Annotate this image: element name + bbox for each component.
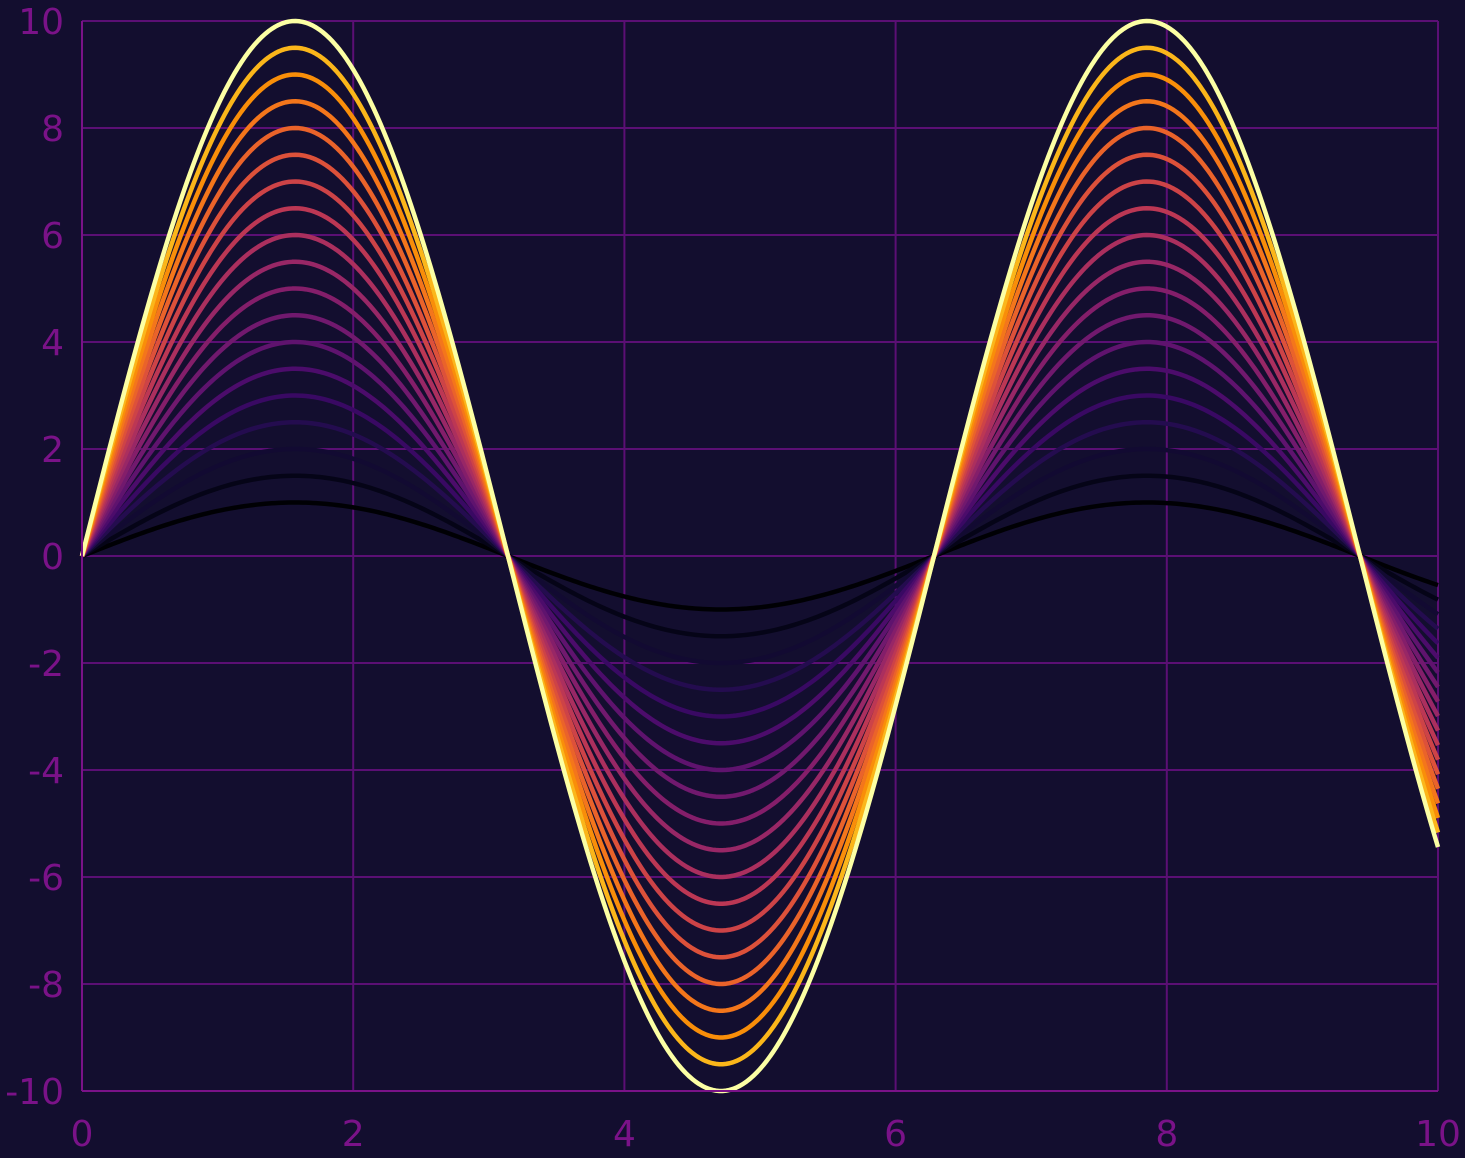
- x-tick-label: 2: [342, 1114, 365, 1153]
- series-line-8: [80, 313, 1440, 799]
- series-line-7: [80, 339, 1440, 773]
- series-line-6: [80, 366, 1440, 746]
- series-line-16: [79, 99, 1441, 1013]
- y-tick-label: 6: [41, 216, 64, 257]
- series-line-19: [79, 18, 1441, 1094]
- x-tick-label: 6: [884, 1114, 907, 1153]
- y-tick-label: -2: [28, 644, 64, 685]
- series-line-10: [79, 259, 1440, 853]
- y-tick-label: 0: [41, 537, 64, 578]
- x-tick-label: 4: [613, 1114, 636, 1153]
- y-tick-label: 4: [41, 323, 64, 364]
- x-tick-label: 0: [71, 1114, 94, 1153]
- x-tick-labels: 0 2 4 6 8 10: [71, 1114, 1461, 1155]
- series-line-2: [80, 473, 1440, 639]
- y-tick-label: -10: [5, 1072, 64, 1113]
- axes: [81, 21, 1438, 1092]
- series-line-14: [79, 152, 1441, 960]
- series-line-4: [80, 420, 1440, 692]
- series-line-12: [79, 206, 1441, 906]
- y-tick-label: -4: [28, 751, 64, 792]
- series-line-5: [80, 393, 1440, 719]
- series-line-13: [79, 179, 1441, 933]
- series-line-9: [79, 286, 1440, 826]
- y-tick-labels: -10 -8 -6 -4 -2 0 2 4 6 8 10: [5, 2, 64, 1113]
- series-line-1: [81, 500, 1439, 612]
- series-line-3: [80, 446, 1440, 666]
- y-tick-label: -6: [28, 858, 64, 899]
- series-line-17: [79, 72, 1441, 1040]
- series-lines: [79, 18, 1441, 1094]
- y-tick-label: -8: [28, 965, 64, 1006]
- y-tick-label: 8: [41, 109, 64, 150]
- y-tick-label: 2: [41, 430, 64, 471]
- y-tick-label: 10: [18, 2, 64, 43]
- x-tick-label: 10: [1415, 1114, 1461, 1153]
- x-tick-label: 8: [1155, 1114, 1178, 1153]
- series-line-18: [79, 45, 1441, 1067]
- series-line-11: [79, 232, 1441, 880]
- series-line-15: [79, 125, 1441, 987]
